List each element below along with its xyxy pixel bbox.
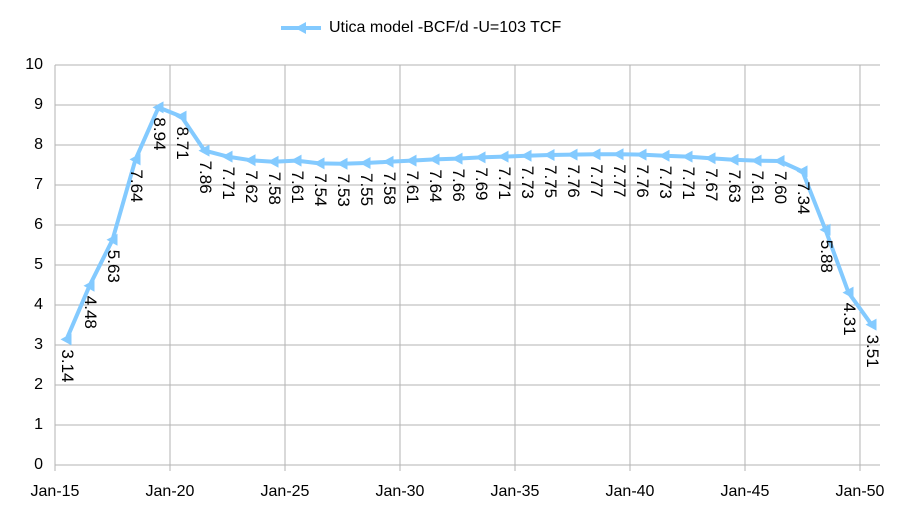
data-label: 7.61 (403, 171, 422, 204)
data-point (543, 149, 555, 161)
data-point (175, 110, 187, 123)
x-tick-label: Jan-20 (146, 483, 195, 500)
data-label: 3.14 (58, 349, 77, 382)
data-point (842, 286, 854, 299)
data-label: 7.71 (679, 167, 698, 200)
data-point (428, 153, 440, 166)
y-tick-label: 8 (34, 136, 43, 153)
data-point (313, 157, 325, 170)
data-label: 7.86 (196, 161, 215, 194)
data-label: 5.63 (104, 250, 123, 283)
y-tick-label: 7 (34, 176, 43, 193)
data-point (520, 149, 532, 162)
data-point (336, 157, 348, 170)
data-label: 7.63 (725, 170, 744, 203)
data-label: 7.64 (127, 169, 146, 202)
data-label: 7.54 (311, 173, 330, 206)
y-tick-label: 1 (34, 416, 43, 433)
y-tick-label: 0 (34, 456, 43, 473)
data-label: 7.62 (242, 170, 261, 203)
data-point (704, 152, 716, 165)
data-label: 7.71 (219, 167, 238, 200)
data-label: 7.71 (495, 167, 514, 200)
data-label: 7.75 (541, 165, 560, 198)
data-label: 7.73 (656, 166, 675, 199)
x-tick-label: Jan-50 (836, 483, 885, 500)
y-tick-label: 3 (34, 336, 43, 353)
data-label: 7.77 (610, 164, 629, 197)
x-tick-label: Jan-15 (31, 483, 80, 500)
legend-marker (295, 22, 306, 34)
data-label: 7.58 (380, 172, 399, 205)
data-label: 7.64 (426, 169, 445, 202)
y-tick-label: 2 (34, 376, 43, 393)
data-label: 4.31 (840, 303, 859, 336)
data-point (221, 150, 233, 163)
data-label: 4.48 (81, 296, 100, 329)
data-point (658, 149, 670, 162)
data-point (497, 150, 509, 163)
data-label: 7.73 (518, 166, 537, 199)
data-label: 7.34 (794, 181, 813, 214)
x-tick-label: Jan-35 (491, 483, 540, 500)
data-point (359, 157, 371, 169)
data-point (152, 101, 164, 114)
x-tick-label: Jan-45 (721, 483, 770, 500)
data-point (819, 223, 831, 236)
data-label: 7.60 (771, 171, 790, 204)
x-tick-label: Jan-30 (376, 483, 425, 500)
data-label: 7.69 (472, 167, 491, 200)
data-point (796, 165, 808, 178)
data-label: 7.55 (357, 173, 376, 206)
data-point (612, 148, 624, 161)
y-tick-label: 5 (34, 256, 43, 273)
data-point (681, 150, 693, 163)
data-point (129, 153, 141, 166)
data-label: 7.61 (288, 171, 307, 204)
data-point (83, 279, 95, 292)
data-label: 7.66 (449, 169, 468, 202)
data-point (60, 333, 72, 346)
y-tick-label: 6 (34, 216, 43, 233)
data-point (198, 144, 210, 157)
data-label: 7.76 (633, 165, 652, 198)
data-label: 5.88 (817, 240, 836, 273)
data-label: 7.67 (702, 168, 721, 201)
data-point (451, 152, 463, 165)
data-label: 3.51 (863, 335, 882, 368)
data-label: 7.58 (265, 172, 284, 205)
data-point (106, 233, 118, 246)
data-label: 7.53 (334, 174, 353, 207)
data-point (405, 154, 417, 167)
data-point (773, 155, 785, 167)
data-point (727, 153, 739, 166)
data-label: 8.71 (173, 127, 192, 160)
data-point (244, 154, 256, 167)
data-label: 7.77 (587, 164, 606, 197)
y-tick-label: 9 (34, 96, 43, 113)
data-label: 7.76 (564, 165, 583, 198)
data-point (382, 155, 394, 168)
legend-label: Utica model -BCF/d -U=103 TCF (329, 19, 561, 36)
y-tick-label: 4 (34, 296, 43, 313)
x-tick-label: Jan-25 (261, 483, 310, 500)
x-tick-label: Jan-40 (606, 483, 655, 500)
data-point (267, 155, 279, 168)
data-point (474, 151, 486, 164)
y-tick-label: 10 (25, 56, 43, 73)
data-point (290, 154, 302, 167)
data-point (566, 148, 578, 161)
data-point (635, 148, 647, 161)
data-label: 8.94 (150, 117, 169, 150)
data-point (865, 318, 877, 331)
data-point (589, 148, 601, 161)
data-point (750, 154, 762, 167)
data-label: 7.61 (748, 171, 767, 204)
